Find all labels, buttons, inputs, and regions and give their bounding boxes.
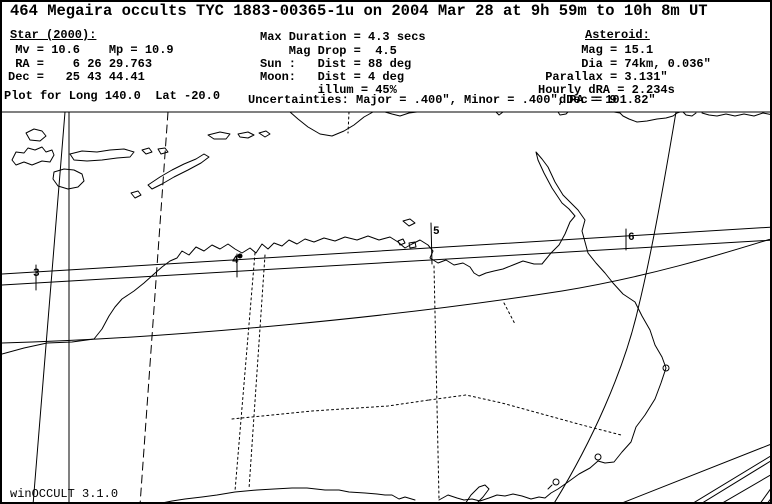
dotted-border-lines <box>231 111 622 500</box>
event-moon-illum: illum = 45% <box>260 83 397 97</box>
star-ra: RA = 6 26 29.763 <box>8 57 153 71</box>
dashed-meridian-line <box>139 111 169 502</box>
asteroid-diameter: Dia = 74km, 0.036" <box>538 57 711 71</box>
star-magnitudes: Mv = 10.6 Mp = 10.9 <box>8 43 174 57</box>
asteroid-hourly-dra: Hourly dRA = 2.234s <box>538 83 675 97</box>
minute-label-6: 6 <box>628 232 635 244</box>
southeast-corner-lines <box>623 444 770 502</box>
city-markers <box>237 253 670 490</box>
software-version-label: winOCCULT 3.1.0 <box>10 487 119 501</box>
event-moon-distance: Moon: Dist = 4 deg <box>260 70 405 84</box>
west-graticule-lines <box>32 111 70 502</box>
path-south-limit <box>2 239 770 286</box>
minute-label-4: 4 <box>232 255 239 267</box>
city-marker-darwin <box>237 253 243 259</box>
city-marker-melbourne <box>552 478 560 486</box>
event-sun-distance: Sun : Dist = 88 deg <box>260 57 412 71</box>
city-marker-brisbane <box>662 364 670 372</box>
page-title: 464 Megaira occults TYC 1883-00365-1u on… <box>10 2 708 20</box>
event-mag-drop: Mag Drop = 4.5 <box>260 44 397 58</box>
minute-label-3: 3 <box>33 268 40 280</box>
occultation-path-lines <box>2 226 770 286</box>
asteroid-ddec-overlap: dDec = 9 <box>559 93 617 107</box>
asteroid-section-heading: Asteroid: <box>585 28 650 42</box>
new-guinea-coastline <box>289 111 770 137</box>
plot-center-line: Plot for Long 140.0 Lat -20.0 <box>4 89 221 103</box>
star-dec: Dec = 25 43 44.41 <box>8 70 145 84</box>
event-max-duration: Max Duration = 4.3 secs <box>260 30 426 44</box>
minute-label-5: 5 <box>433 226 440 238</box>
asteroid-parallax: Parallax = 3.131" <box>538 70 668 84</box>
minute-ticks <box>35 222 627 291</box>
path-north-limit <box>2 226 770 275</box>
asteroid-mag: Mag = 15.1 <box>538 43 654 57</box>
path-uncertainty-curve <box>2 238 770 344</box>
city-marker-sydney <box>594 453 602 461</box>
star-section-heading: Star (2000): <box>10 28 97 42</box>
australia-coastline <box>2 151 770 502</box>
islands-coastlines <box>11 128 271 199</box>
uncertainties-line: Uncertainties: Major = .400", Minor = .4… <box>248 93 565 107</box>
uncertainty-pa-overlap: PA = 101.82" <box>562 93 656 107</box>
star-altitude-curve <box>554 111 677 502</box>
